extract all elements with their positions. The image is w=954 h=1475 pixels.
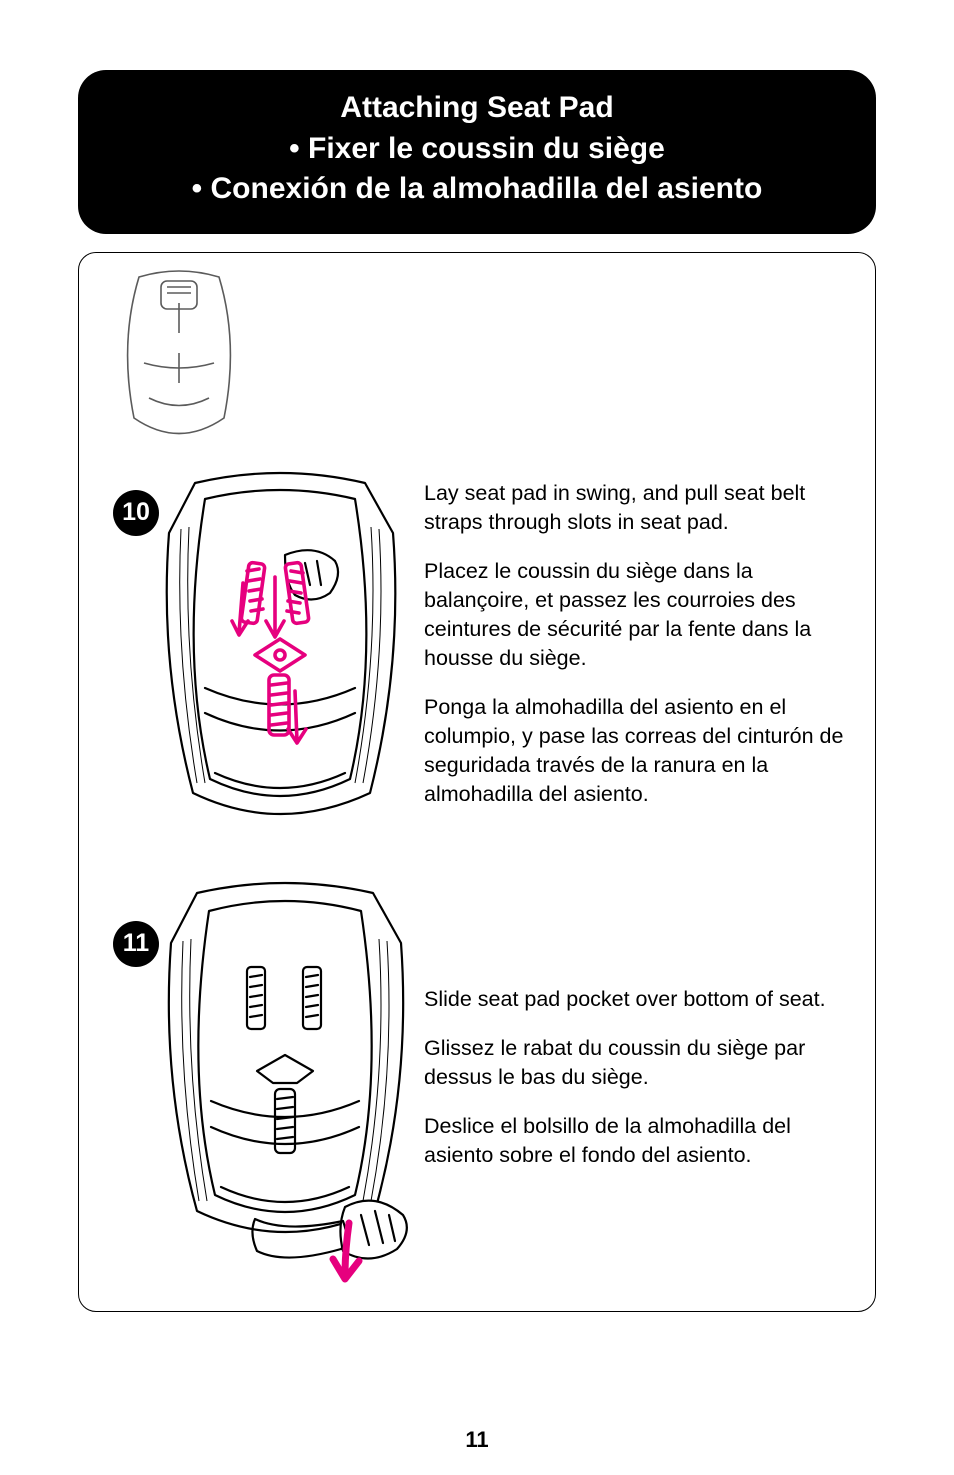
- step10-es: Ponga la almohadilla del asiento en el c…: [424, 693, 844, 809]
- content-frame: 10: [78, 252, 876, 1312]
- section-header: Attaching Seat Pad • Fixer le coussin du…: [78, 70, 876, 234]
- step10-text: Lay seat pad in swing, and pull seat bel…: [424, 479, 844, 829]
- step10-en: Lay seat pad in swing, and pull seat bel…: [424, 479, 844, 537]
- header-line-en: Attaching Seat Pad: [98, 88, 856, 129]
- page-number: 11: [0, 1427, 954, 1453]
- step11-en: Slide seat pad pocket over bottom of sea…: [424, 985, 844, 1014]
- step11-es: Deslice el bolsillo de la almohadilla de…: [424, 1112, 844, 1170]
- header-line-fr: • Fixer le coussin du siège: [98, 129, 856, 170]
- seatpad-small-illustration: [99, 263, 259, 458]
- step10-illustration: [145, 463, 415, 848]
- step11-fr: Glissez le rabat du coussin du siège par…: [424, 1034, 844, 1092]
- step11-illustration: [145, 871, 425, 1296]
- step10-fr: Placez le coussin du siège dans la balan…: [424, 557, 844, 673]
- step11-text: Slide seat pad pocket over bottom of sea…: [424, 985, 844, 1190]
- header-line-es: • Conexión de la almohadilla del asiento: [98, 169, 856, 210]
